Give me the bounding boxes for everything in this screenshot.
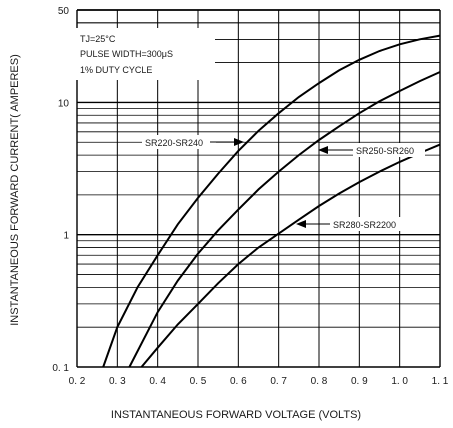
series-label-3: SR280-SR2200 <box>333 220 396 230</box>
x-tick-label: 0. 7 <box>270 376 287 387</box>
series-label-bg-2 <box>353 143 425 157</box>
y-tick-label: 50 <box>58 6 70 17</box>
x-tick-label: 0. 4 <box>149 376 166 387</box>
annotation-pulse-width: PULSE WIDTH=300μS <box>80 49 173 59</box>
series-arrowhead-3 <box>296 220 306 228</box>
x-tick-label: 0. 9 <box>351 376 368 387</box>
annotation-duty-cycle: 1% DUTY CYCLE <box>80 65 152 75</box>
y-axis-title: INSTANTANEOUS FORWARD CURRENT( AMPERES) <box>9 54 21 326</box>
x-tick-label: 1. 0 <box>391 376 408 387</box>
series-arrowhead-1 <box>234 138 244 146</box>
annotation-box <box>75 28 215 80</box>
tick-labels: 0. 2 0. 3 0. 4 0. 5 0. 6 0. 7 0. 8 0. 9 1. 0 1. 1… <box>52 6 448 387</box>
series-line-3 <box>140 143 441 368</box>
x-tick-label: 0. 2 <box>69 376 86 387</box>
series-label-2: SR250-SR260 <box>356 146 414 156</box>
x-tick-label: 0. 3 <box>109 376 126 387</box>
series-labels: SR220-SR240 SR250-SR260 SR280-SR2200 <box>142 135 425 231</box>
series-arrowhead-2 <box>318 146 328 154</box>
y-tick-label: 1 <box>63 231 69 242</box>
curves <box>102 34 441 368</box>
series-label-bg-1 <box>142 135 216 149</box>
y-tick-label: 0. 1 <box>52 363 69 374</box>
series-label-bg-3 <box>330 217 406 231</box>
x-tick-label: 1. 1 <box>432 376 449 387</box>
x-axis-title: INSTANTANEOUS FORWARD VOLTAGE (VOLTS) <box>111 409 361 421</box>
series-line-2 <box>128 71 441 368</box>
x-tick-label: 0. 8 <box>311 376 328 387</box>
y-tick-label: 10 <box>58 98 70 109</box>
series-line-1 <box>102 34 441 368</box>
x-tick-label: 0. 6 <box>230 376 247 387</box>
series-label-1: SR220-SR240 <box>145 138 203 148</box>
annotation-tj: TJ=25°C <box>80 34 116 44</box>
x-tick-label: 0. 5 <box>190 376 207 387</box>
